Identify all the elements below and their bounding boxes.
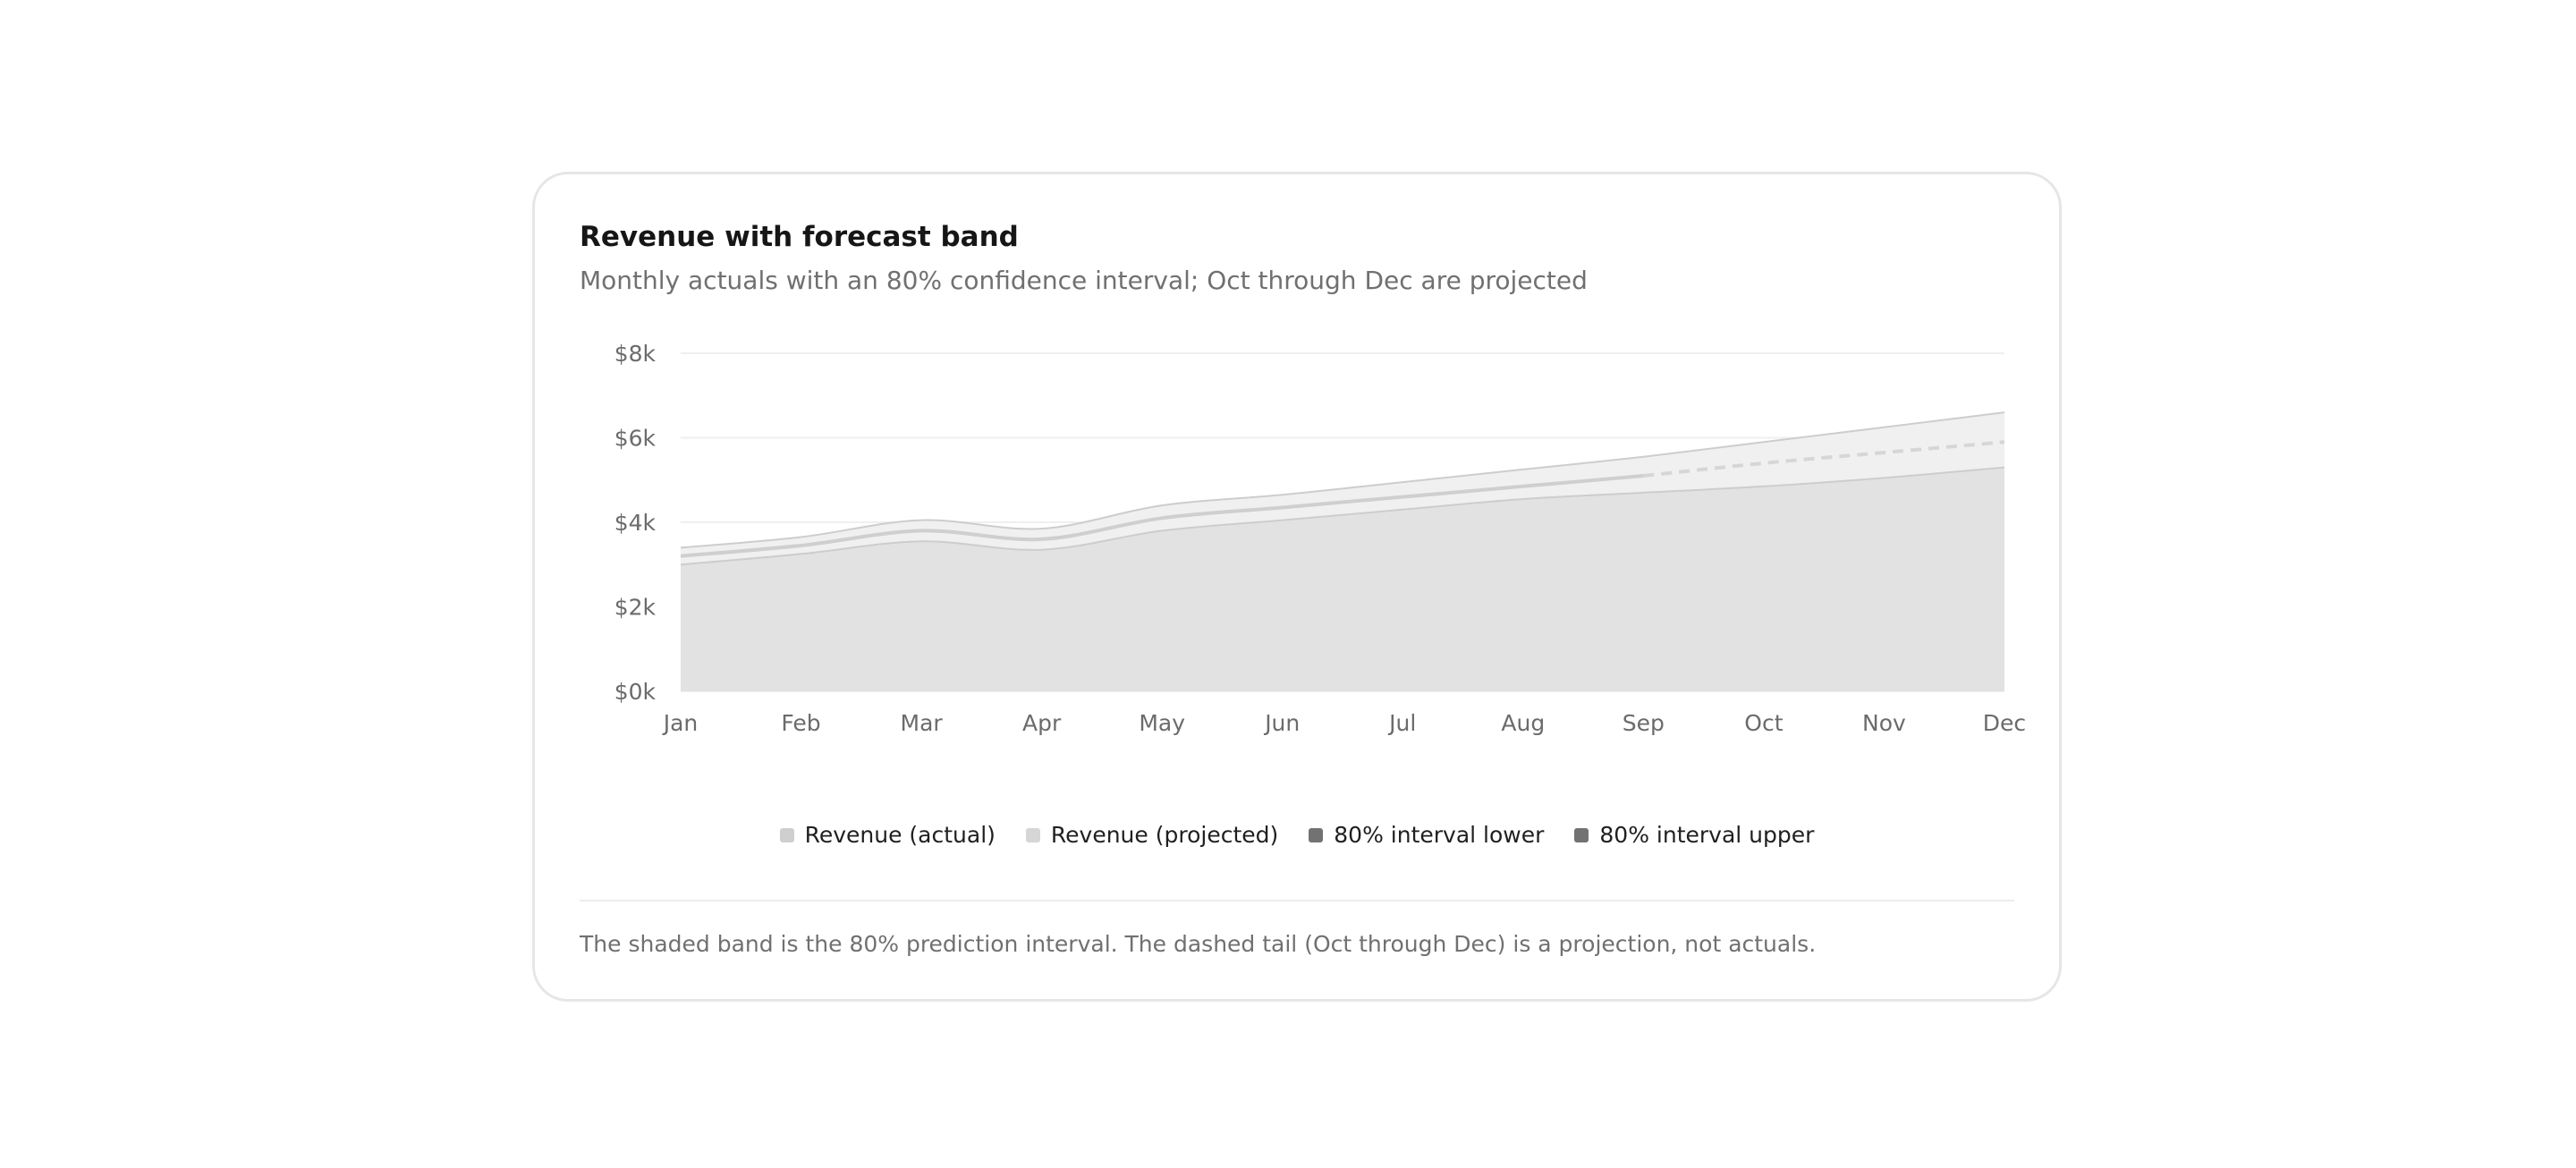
legend-label: Revenue (projected) [1050, 822, 1279, 848]
area-lower-bound [681, 467, 2004, 691]
chart-subtitle: Monthly actuals with an 80% confidence i… [580, 266, 1588, 295]
x-tick-label: Jul [1387, 710, 1416, 736]
x-tick-label: Jun [1263, 710, 1300, 736]
x-tick-label: Jan [662, 710, 699, 736]
x-tick-label: Aug [1501, 710, 1545, 736]
legend-item: Revenue (actual) [779, 822, 996, 848]
y-tick-label: $4k [614, 510, 657, 536]
confidence-band [681, 412, 2004, 565]
y-tick-label: $6k [614, 426, 657, 452]
series-line-actual [680, 474, 1644, 558]
chart-footnote: The shaded band is the 80% prediction in… [580, 931, 1817, 957]
y-tick-label: $8k [614, 341, 657, 367]
x-tick-label: Mar [901, 710, 944, 736]
x-tick-label: Feb [781, 710, 820, 736]
series-line-lower-bound [680, 466, 2005, 566]
legend-swatch [1025, 827, 1040, 842]
chart-title: Revenue with forecast band [580, 221, 1019, 253]
series-lines [680, 411, 2005, 566]
series-line-upper-bound [680, 411, 2005, 549]
legend-label: 80% interval upper [1599, 822, 1815, 848]
legend-swatch [779, 827, 794, 842]
legend-label: 80% interval lower [1334, 822, 1545, 848]
chart-legend: Revenue (actual) Revenue (projected) 80% i… [535, 822, 2059, 848]
x-tick-label: Apr [1022, 710, 1062, 736]
y-tick-label: $2k [614, 595, 657, 621]
forecast-chart: $0k $2k $4k $6k $8k Jan Feb Mar Apr May Jun Jul Aug… [614, 341, 2026, 736]
legend-item: 80% interval upper [1574, 822, 1814, 848]
x-tick-label: Dec [1983, 710, 2026, 736]
legend-swatch [1574, 827, 1589, 842]
legend-swatch [1309, 827, 1324, 842]
legend-item: 80% interval lower [1309, 822, 1544, 848]
x-tick-label: Oct [1744, 710, 1783, 736]
x-axis-ticks: Jan Feb Mar Apr May Jun Jul Aug Sep Oct Nov Dec [662, 710, 2026, 736]
legend-item: Revenue (projected) [1025, 822, 1279, 848]
divider [580, 900, 2014, 901]
plot-areas [681, 412, 2004, 691]
legend-label: Revenue (actual) [804, 822, 996, 848]
x-tick-label: May [1139, 710, 1185, 736]
x-tick-label: Sep [1623, 710, 1665, 736]
chart-card: Revenue with forecast band Monthly actua… [532, 172, 2062, 1002]
x-tick-label: Nov [1862, 710, 1906, 736]
series-line-projected [1643, 440, 2005, 478]
y-axis-ticks: $0k $2k $4k $6k $8k [614, 341, 657, 705]
y-tick-label: $0k [614, 679, 657, 705]
